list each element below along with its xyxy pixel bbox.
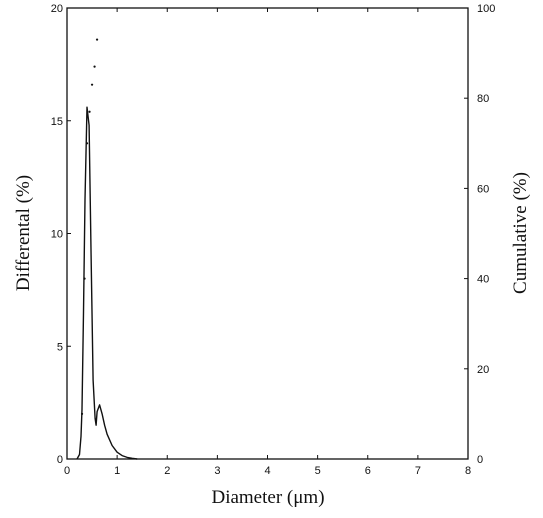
x-axis-title: Diameter (μm) bbox=[211, 487, 324, 508]
y-right-tick-label: 0 bbox=[477, 454, 483, 466]
series-layer bbox=[76, 38, 138, 460]
y-axis-right-title: Cumulative (%) bbox=[510, 172, 531, 294]
x-tick-label: 4 bbox=[264, 465, 270, 477]
x-tick-label: 8 bbox=[465, 465, 471, 477]
y-right-tick-label: 60 bbox=[477, 183, 489, 195]
cumulative-point bbox=[85, 142, 89, 145]
x-tick-label: 3 bbox=[214, 465, 220, 477]
y-left-tick-label: 5 bbox=[57, 341, 63, 353]
differential-line bbox=[76, 106, 138, 460]
y-right-tick-label: 20 bbox=[477, 364, 489, 376]
y-right-tick-label: 100 bbox=[477, 3, 495, 15]
x-tick-label: 2 bbox=[164, 465, 170, 477]
y-axis-left-title: Differental (%) bbox=[13, 175, 34, 291]
x-tick-label: 1 bbox=[114, 465, 120, 477]
cumulative-point bbox=[90, 83, 94, 86]
cumulative-point bbox=[95, 38, 99, 41]
x-tick-label: 5 bbox=[315, 465, 321, 477]
cumulative-point bbox=[80, 412, 84, 415]
cumulative-point bbox=[83, 277, 86, 280]
y-left-tick-label: 10 bbox=[51, 229, 63, 241]
y-right-tick-label: 40 bbox=[477, 274, 489, 286]
cumulative-point bbox=[93, 65, 96, 68]
y-right-tick-label: 80 bbox=[477, 93, 489, 105]
y-left-tick-label: 20 bbox=[51, 3, 63, 15]
y-left-tick-label: 15 bbox=[51, 116, 63, 128]
x-tick-label: 6 bbox=[365, 465, 371, 477]
y-left-tick-label: 0 bbox=[57, 454, 63, 466]
plot-frame bbox=[66, 7, 469, 460]
cumulative-point bbox=[88, 110, 91, 113]
x-tick-label: 7 bbox=[415, 465, 421, 477]
x-tick-label: 0 bbox=[64, 465, 70, 477]
